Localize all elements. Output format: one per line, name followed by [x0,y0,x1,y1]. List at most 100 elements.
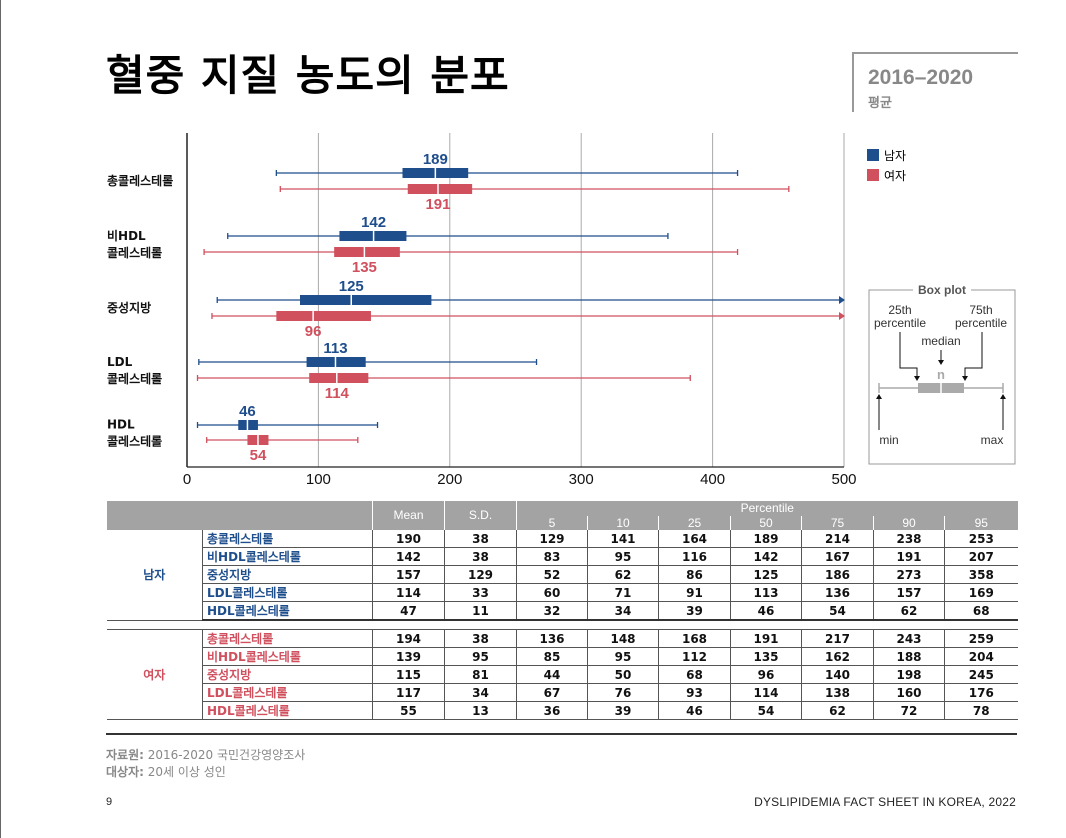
table-cell: 186 [801,565,874,584]
boxplot-female-3: 114 [196,373,691,402]
table-cell: 140 [801,665,874,684]
table-cell: 162 [801,647,874,666]
table-row-name: HDL콜레스테롤 [202,601,373,621]
table-header-p25: 25 [658,516,731,530]
boxplot-male-0: 189 [275,151,739,178]
table-row-name: 비HDL콜레스테롤 [202,547,373,566]
whisker-arrow-max [839,312,845,320]
table-cell: 113 [730,583,802,602]
category-label: 콜레스테롤 [107,245,162,260]
table-cell: 259 [943,629,1018,648]
median-value-label: 125 [339,278,364,295]
table-header-p95: 95 [943,516,1018,530]
table-header-percentile-row: 5 10 25 50 75 90 95 [107,516,1018,530]
page-number: 9 [106,796,113,808]
table-row-name: 총콜레스테롤 [202,530,373,548]
table-cell: 176 [943,683,1018,702]
source-line: 자료원: 2016-2020 국민건강영양조사 [106,747,305,764]
table-row-name: 중성지방 [202,565,373,584]
boxplot-key-p25-arrowhead [914,376,920,381]
boxplot-male-3: 113 [198,340,538,367]
table-row-name: 총콜레스테롤 [202,629,373,648]
table-cell: 273 [873,565,945,584]
table-cell: 191 [873,547,945,566]
table-row: 남자 총콜레스테롤 190 38 129 141 164 189 214 238 253 [106,530,1018,621]
table-header-sd: S.D. [444,501,517,530]
table-cell: 116 [658,547,731,566]
boxplot-male-4: 46 [196,403,379,430]
table-cell: 188 [873,647,945,666]
table-cell: 168 [658,629,731,648]
table-cell: 204 [943,647,1018,666]
iqr-box [334,247,400,257]
subjects-label: 대상자: [106,765,144,779]
table-cell: 112 [658,647,731,666]
table-cell: 62 [801,701,874,720]
table-bottom-rule [106,733,1017,735]
table-cell: 91 [658,583,731,602]
table-cell: 114 [372,583,445,602]
table-cell: 50 [587,665,659,684]
table-cell: 81 [444,665,517,684]
table-cell: 238 [873,530,945,548]
x-tick-label: 300 [569,471,594,488]
table-cell: 141 [587,530,659,548]
table-cell: 217 [801,629,874,648]
table-cell: 38 [444,547,517,566]
source-text: 2016-2020 국민건강영양조사 [147,748,306,762]
table-row-name: HDL콜레스테롤 [202,701,373,720]
boxplot-female-0: 191 [279,184,790,213]
source-label: 자료원: [106,748,144,762]
boxplot-key: Box plot 25th percentile 75th percentile… [868,282,1016,465]
category-label: 콜레스테롤 [107,434,162,449]
legend-male-swatch [867,149,879,161]
table-cell: 142 [730,547,802,566]
table-header-p75: 75 [801,516,874,530]
x-tick-label: 500 [831,471,856,488]
median-value-label: 191 [425,196,450,213]
table-cell: 34 [587,601,659,621]
boxplot-key-max-arrowhead [1000,394,1006,399]
table-cell: 138 [801,683,874,702]
median-value-label: 135 [352,259,377,276]
table-group-female: 여자 [106,629,203,720]
table-cell: 157 [372,565,445,584]
table-cell: 125 [730,565,802,584]
table-header-blank [106,501,373,530]
subjects-text: 20세 이상 성인 [147,765,226,779]
table-cell: 39 [587,701,659,720]
table-cell: 71 [587,583,659,602]
table-cell: 198 [873,665,945,684]
table-cell: 207 [943,547,1018,566]
table-row-name: 비HDL콜레스테롤 [202,647,373,666]
table-cell: 96 [730,665,802,684]
table-cell: 54 [801,601,874,621]
iqr-box [300,295,432,305]
table-cell: 55 [372,701,445,720]
table-cell: 135 [730,647,802,666]
boxplot-key-median-arrowhead [938,360,944,365]
table-cell: 139 [372,647,445,666]
table-header-p10: 10 [587,516,659,530]
table-cell: 78 [943,701,1018,720]
iqr-box [276,311,371,321]
table-group-gap [107,620,1018,630]
table-cell: 62 [873,601,945,621]
table-cell: 72 [873,701,945,720]
boxplot-male-1: 142 [227,214,669,241]
table-cell: 86 [658,565,731,584]
table-cell: 148 [587,629,659,648]
boxplot-male-2: 125 [216,278,845,305]
boxplot-key-n: n [937,367,945,382]
table-cell: 60 [516,583,588,602]
x-tick-label: 200 [437,471,462,488]
table-cell: 117 [372,683,445,702]
table-cell: 190 [372,530,445,548]
table-body: 남자 총콜레스테롤 190 38 129 141 164 189 214 238 253 비HDL콜레… [106,530,1018,720]
table-row: LDL콜레스테롤 114 33 60 71 91 113 136 157 169 [107,583,1018,602]
median-value-label: 54 [250,447,267,464]
percentile-table: Mean S.D. Percentile 5 10 25 50 75 90 95 남자 총콜레… [106,501,1018,720]
table-cell: 39 [658,601,731,621]
boxplot-key-median: median [921,334,960,348]
x-tick-label: 100 [306,471,331,488]
